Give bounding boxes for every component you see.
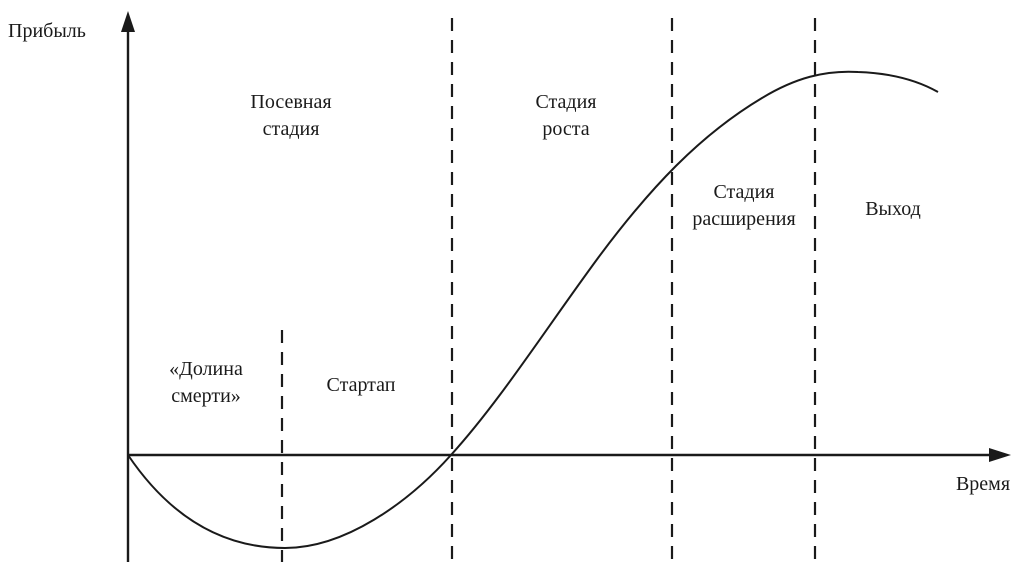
stage-label-expansion: Стадия расширения [692, 181, 796, 230]
stage-label-growth: Стадия роста [535, 91, 597, 140]
x-axis-label: Время [955, 473, 1011, 495]
stage-label-seed: Посевная стадия [250, 91, 332, 140]
curve-label-startup: Стартап [326, 374, 396, 396]
lifecycle-curve [127, 70, 939, 550]
y-axis-label: Прибыль [8, 20, 86, 42]
y-axis-arrowhead-icon [121, 11, 135, 32]
curve-label-valley-of-death: «Долина смерти» [169, 358, 243, 407]
stage-label-exit: Выход [865, 198, 921, 220]
x-axis-arrowhead-icon [989, 448, 1011, 462]
